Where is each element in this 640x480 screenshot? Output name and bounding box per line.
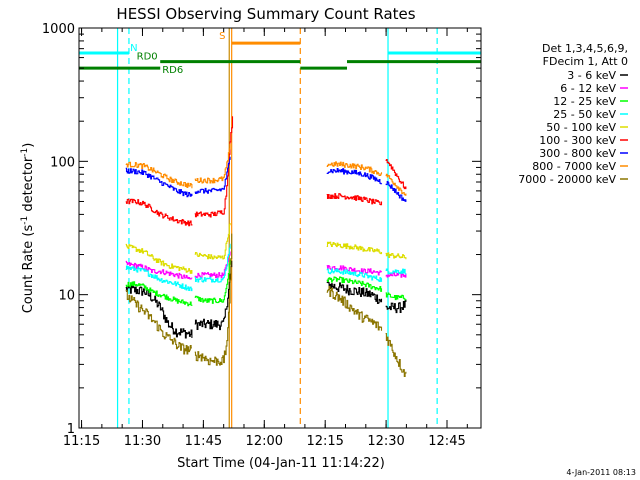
series-8 (125, 143, 407, 196)
series-3-segment-1 (125, 281, 193, 307)
series-8-segment-4 (385, 173, 407, 196)
y-tick-label-2: 100 (50, 155, 75, 170)
legend-header-2: FDecim 1, Att 0 (543, 55, 628, 68)
flag-n-label: N (130, 43, 137, 54)
series-2-segment-3 (326, 265, 383, 276)
legend-label-4: 25 - 50 keV (553, 108, 616, 121)
legend-label-2: 6 - 12 keV (560, 82, 616, 95)
series-7-segment-2 (194, 156, 231, 195)
flag-s-label: S (219, 31, 225, 42)
series-5-segment-4 (385, 252, 407, 260)
series-4 (125, 243, 407, 292)
series-5 (125, 223, 407, 274)
y-axis-label-sup2: -1 (20, 148, 30, 157)
series-6-segment-4 (385, 158, 407, 190)
series-2-segment-1 (125, 260, 193, 280)
series-7-segment-3 (326, 168, 383, 185)
series-9-segment-1 (125, 289, 192, 355)
series-1 (125, 260, 407, 339)
series-1-segment-1 (125, 283, 193, 339)
legend-label-1: 3 - 6 keV (567, 69, 616, 82)
legend-header-1: Det 1,3,4,5,6,9, (542, 42, 628, 55)
series-5-segment-3 (326, 241, 383, 255)
series-4-segment-4 (385, 268, 407, 275)
series-layer (125, 116, 407, 377)
series-1-segment-3 (326, 279, 383, 305)
series-7-segment-4 (385, 181, 407, 202)
series-1-segment-2 (194, 260, 233, 331)
series-9-segment-3 (326, 285, 383, 331)
series-5-segment-2 (194, 223, 231, 260)
x-tick-label-5: 12:30 (367, 434, 404, 449)
series-3 (125, 259, 407, 307)
series-7-segment-1 (125, 167, 193, 198)
y-tick-label-3: 1000 (42, 22, 75, 37)
series-3-segment-3 (326, 276, 383, 292)
series-8-segment-3 (326, 161, 383, 177)
x-tick-label-3: 12:00 (246, 434, 283, 449)
legend-label-5: 50 - 100 keV (546, 121, 616, 134)
series-9-segment-2 (194, 233, 233, 366)
y-axis-label-end: ) (21, 143, 36, 148)
y-axis-label-main: Count Rate (s (21, 225, 36, 314)
x-tick-label-0: 11:15 (63, 434, 100, 449)
footer-date: 4-Jan-2011 08:13 (566, 468, 636, 477)
series-8-segment-1 (125, 161, 193, 189)
x-tick-label-6: 12:45 (428, 434, 465, 449)
legend-label-3: 12 - 25 keV (553, 95, 616, 108)
x-tick-label-2: 11:45 (185, 434, 222, 449)
series-7 (125, 156, 407, 202)
series-6-segment-3 (326, 193, 383, 206)
series-3-segment-2 (194, 259, 231, 304)
y-tick-label-0: 1 (67, 422, 75, 437)
legend: Det 1,3,4,5,6,9,FDecim 1, Att 03 - 6 keV… (518, 42, 628, 186)
legend-label-6: 100 - 300 keV (539, 134, 616, 147)
series-9-segment-4 (385, 333, 407, 377)
flag-rd0-label: RD0 (137, 52, 158, 63)
legend-label-7: 300 - 800 keV (539, 147, 616, 160)
x-tick-label-4: 12:15 (306, 434, 343, 449)
legend-label-9: 7000 - 20000 keV (518, 173, 616, 186)
series-2-segment-4 (385, 272, 407, 278)
x-axis-label: Start Time (04-Jan-11 11:14:22) (177, 456, 385, 471)
series-4-segment-3 (326, 268, 383, 282)
series-6-segment-2 (194, 116, 234, 218)
y-axis-label: Count Rate (s-1 detector-1) (20, 143, 36, 314)
series-5-segment-1 (125, 243, 193, 274)
y-axis-label-mid: detector (21, 156, 36, 216)
series-1-segment-4 (385, 299, 407, 314)
y-axis-label-sup1: -1 (20, 216, 30, 225)
flag-rd6-label: RD6 (162, 65, 183, 76)
x-axis-ticks: 11:15 11:30 11:45 12:00 12:15 12:30 12:45 (63, 28, 468, 449)
flag-s: S (219, 31, 301, 45)
series-6 (125, 116, 407, 227)
series-6-segment-1 (125, 198, 193, 227)
series-4-segment-1 (125, 265, 193, 292)
chart-title: HESSI Observing Summary Count Rates (116, 5, 415, 23)
flag-rd0: RD0 (137, 52, 481, 64)
flag-rd6: RD6 (79, 65, 347, 76)
series-8-segment-2 (194, 143, 231, 184)
plot-frame (78, 27, 482, 429)
flag-n: N (79, 43, 481, 55)
series-9 (125, 233, 407, 377)
series-3-segment-4 (385, 292, 407, 301)
series-4-segment-2 (194, 243, 231, 283)
y-tick-label-1: 10 (58, 289, 75, 304)
x-tick-label-1: 11:30 (124, 434, 161, 449)
legend-label-8: 800 - 7000 keV (532, 160, 616, 173)
y-axis-ticks: 1 10 100 1000 (42, 22, 481, 437)
